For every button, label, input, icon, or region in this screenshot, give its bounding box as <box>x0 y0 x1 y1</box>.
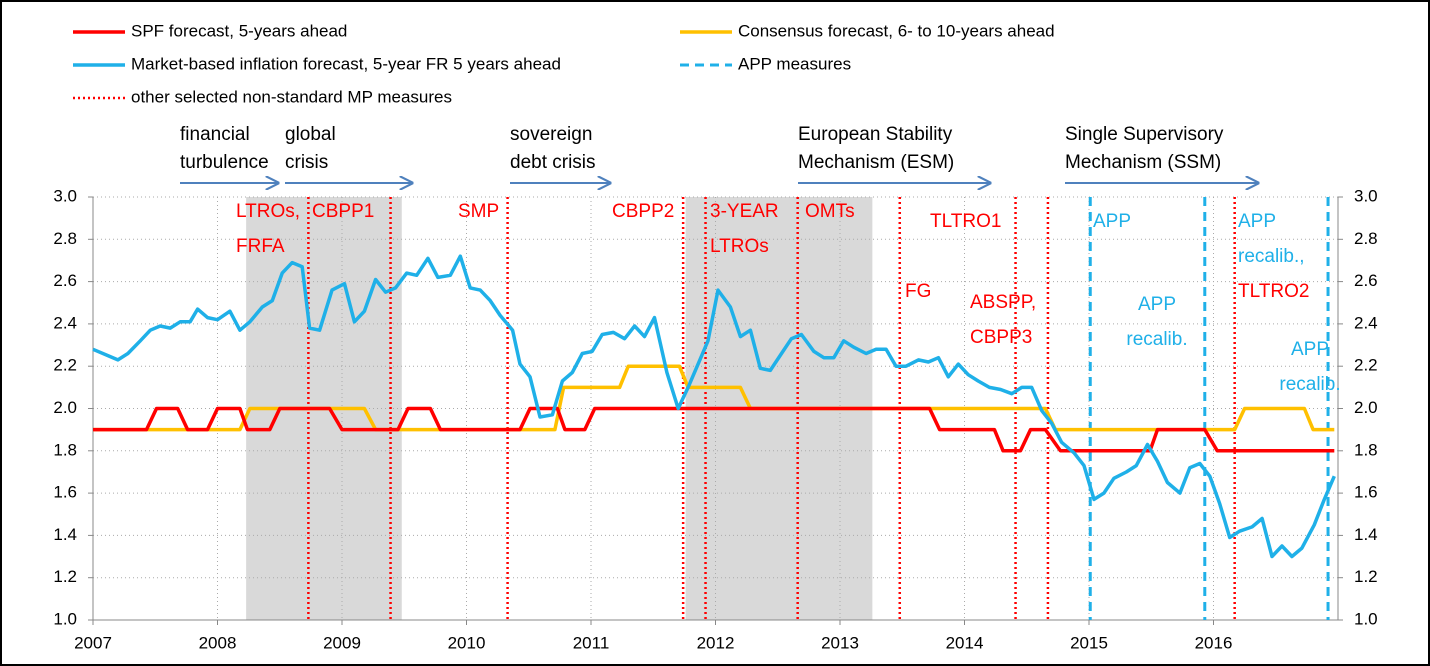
y2-tick-label: 3.0 <box>1354 186 1378 205</box>
y-tick-label: 2.0 <box>53 398 77 417</box>
period-label: turbulence <box>180 152 269 173</box>
y2-tick-label: 1.0 <box>1354 609 1378 628</box>
y-tick-label: 1.4 <box>53 525 77 544</box>
y2-tick-label: 2.2 <box>1354 356 1378 375</box>
x-tick-label: 2016 <box>1195 633 1233 652</box>
legend-label: APP measures <box>738 54 851 73</box>
x-tick-label: 2010 <box>448 633 486 652</box>
y2-tick-label: 2.0 <box>1354 398 1378 417</box>
legend-label: other selected non-standard MP measures <box>131 87 452 106</box>
y-tick-label: 1.2 <box>53 567 77 586</box>
y-tick-label: 1.0 <box>53 609 77 628</box>
x-tick-label: 2011 <box>573 633 610 652</box>
period-label: crisis <box>285 152 328 173</box>
x-tick-label: 2014 <box>946 633 984 652</box>
annotation: TLTRO2 <box>1238 281 1309 302</box>
x-tick-label: 2013 <box>821 633 859 652</box>
annotation: ABSPP, <box>970 292 1036 313</box>
annotation: APP <box>1093 211 1131 232</box>
annotation: FRFA <box>236 236 285 257</box>
annotation: 3-YEAR <box>710 201 779 222</box>
annotation: APP <box>1291 339 1329 360</box>
annotation: TLTRO1 <box>930 211 1001 232</box>
y-tick-label: 2.8 <box>53 229 77 248</box>
x-tick-label: 2007 <box>74 633 112 652</box>
annotation: CBPP1 <box>312 201 374 222</box>
annotation: CBPP2 <box>612 201 674 222</box>
annotation: CBPP3 <box>970 327 1032 348</box>
x-tick-label: 2009 <box>323 633 361 652</box>
legend-label: SPF forecast, 5-years ahead <box>131 21 347 40</box>
series-line <box>93 364 1335 432</box>
y2-tick-label: 2.6 <box>1354 271 1378 290</box>
x-tick-label: 2015 <box>1070 633 1108 652</box>
y-tick-label: 1.6 <box>53 483 77 502</box>
y2-tick-label: 1.8 <box>1354 440 1378 459</box>
annotation: APP <box>1238 211 1276 232</box>
period-label: Single Supervisory <box>1065 124 1224 145</box>
y2-tick-label: 1.6 <box>1354 483 1378 502</box>
period-label: debt crisis <box>510 152 596 173</box>
y-tick-label: 3.0 <box>53 186 77 205</box>
annotation: SMP <box>458 201 499 222</box>
y-tick-label: 1.8 <box>53 440 77 459</box>
series-line <box>93 406 1335 453</box>
series-line <box>92 254 1336 559</box>
legend-label: Market-based inflation forecast, 5-year … <box>131 54 561 73</box>
legend-label: Consensus forecast, 6- to 10-years ahead <box>738 21 1055 40</box>
period-label: financial <box>180 124 250 145</box>
annotation: FG <box>905 281 931 302</box>
period-label: Mechanism (ESM) <box>798 152 954 173</box>
annotation: OMTs <box>805 201 855 222</box>
annotation: recalib., <box>1238 246 1305 267</box>
y-tick-label: 2.4 <box>53 313 77 332</box>
period-label: European Stability <box>798 124 953 145</box>
annotation: LTROs, <box>236 201 300 222</box>
y2-tick-label: 2.4 <box>1354 313 1378 332</box>
annotation: recalib. <box>1279 374 1340 395</box>
y-tick-label: 2.6 <box>53 271 77 290</box>
y-tick-label: 2.2 <box>53 356 77 375</box>
annotation: APP <box>1138 294 1176 315</box>
x-tick-label: 2012 <box>697 633 735 652</box>
annotation: recalib. <box>1126 329 1187 350</box>
x-tick-label: 2008 <box>199 633 237 652</box>
annotation: LTROs <box>710 236 769 257</box>
y2-tick-label: 1.4 <box>1354 525 1378 544</box>
period-label: global <box>285 124 336 145</box>
y2-tick-label: 1.2 <box>1354 567 1378 586</box>
period-label: sovereign <box>510 124 592 145</box>
y2-tick-label: 2.8 <box>1354 229 1378 248</box>
period-label: Mechanism (SSM) <box>1065 152 1221 173</box>
